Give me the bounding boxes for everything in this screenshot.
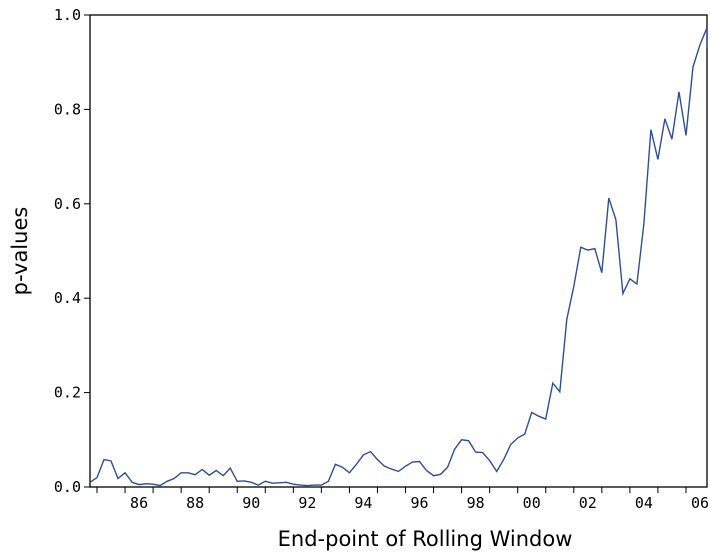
x-tick-label: 96 <box>411 494 429 512</box>
y-tick-label: 0.2 <box>54 384 81 402</box>
x-tick-label: 04 <box>635 494 653 512</box>
x-tick-label: 90 <box>242 494 260 512</box>
x-tick-label: 94 <box>354 494 372 512</box>
p-values-line <box>89 27 708 487</box>
x-tick-label: 98 <box>467 494 485 512</box>
y-tick-label: 0.4 <box>54 289 81 307</box>
x-tick-label: 02 <box>579 494 597 512</box>
y-tick-label: 1.0 <box>54 6 81 24</box>
x-tick-label: 88 <box>186 494 204 512</box>
y-axis-title: p-values <box>8 207 32 296</box>
plot-frame <box>89 14 708 488</box>
x-tick-label: 06 <box>691 494 709 512</box>
y-axis: 0.0 0.2 0.4 0.6 0.8 1.0 <box>54 6 90 496</box>
y-tick-label: 0.6 <box>54 195 81 213</box>
y-tick-label: 0.8 <box>54 100 81 118</box>
x-tick-label: 86 <box>130 494 148 512</box>
y-tick-label: 0.0 <box>54 478 81 496</box>
x-tick-label: 00 <box>523 494 541 512</box>
x-axis-title: End-point of Rolling Window <box>278 527 573 551</box>
x-axis: 86 88 90 92 94 96 98 00 02 04 06 <box>96 487 709 512</box>
x-tick-label: 92 <box>298 494 316 512</box>
